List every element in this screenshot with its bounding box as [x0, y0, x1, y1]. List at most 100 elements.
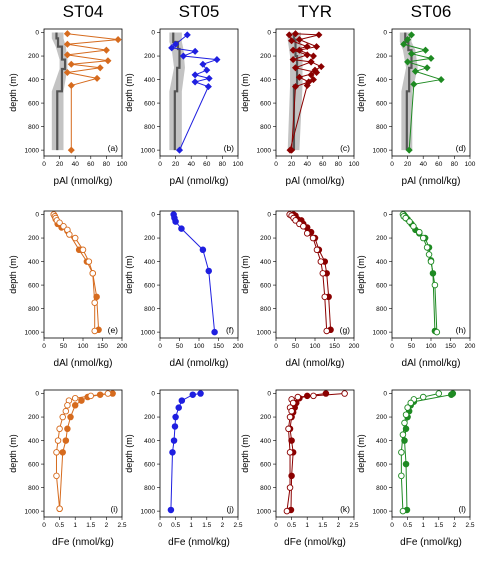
y-tick-label: 0 — [151, 30, 155, 37]
x-axis-label: dFe (nmol/kg) — [52, 537, 114, 548]
data-point — [399, 507, 407, 515]
y-tick-label: 600 — [376, 100, 387, 107]
y-tick-label: 200 — [144, 414, 155, 421]
data-point — [78, 397, 85, 404]
x-axis-label: pAl (nmol/kg) — [170, 176, 229, 187]
data-point — [169, 449, 176, 456]
y-tick-label: 600 — [260, 100, 271, 107]
y-tick-label: 800 — [260, 124, 271, 131]
data-point — [71, 234, 79, 242]
data-point — [91, 299, 98, 306]
data-point — [292, 217, 299, 224]
data-point — [307, 58, 315, 66]
x-tick-label: 80 — [219, 161, 227, 168]
y-tick-label: 200 — [28, 53, 39, 60]
y-tick-label: 400 — [144, 438, 155, 445]
x-tick-label: 40 — [420, 161, 428, 168]
y-tick-label: 800 — [28, 485, 39, 492]
x-tick-label: 40 — [188, 161, 196, 168]
data-point — [405, 146, 413, 154]
x-tick-label: 200 — [349, 343, 360, 350]
x-axis-label: dFe (nmol/kg) — [168, 537, 230, 548]
data-point — [300, 223, 307, 230]
y-tick-label: 200 — [144, 235, 155, 242]
y-tick-label: 800 — [144, 306, 155, 313]
y-axis-label: depth (m) — [240, 434, 250, 473]
data-point — [286, 484, 294, 491]
y-tick-label: 600 — [144, 282, 155, 289]
data-point — [294, 393, 302, 401]
x-tick-label: 100 — [233, 161, 244, 168]
x-tick-label: 0 — [158, 522, 162, 529]
y-tick-label: 200 — [260, 414, 271, 421]
data-point — [431, 281, 439, 289]
data-point — [199, 246, 207, 254]
y-tick-label: 0 — [35, 30, 39, 37]
x-tick-label: 0 — [274, 343, 278, 350]
y-tick-label: 400 — [28, 259, 39, 266]
data-point — [286, 413, 294, 421]
data-point — [63, 40, 71, 48]
data-point — [317, 258, 325, 265]
y-tick-label: 200 — [144, 53, 155, 60]
y-tick-label: 200 — [376, 53, 387, 60]
data-point — [407, 399, 414, 407]
data-point — [66, 231, 73, 238]
y-axis-label: depth (m) — [8, 73, 18, 112]
data-point — [419, 234, 427, 242]
data-point — [286, 146, 294, 154]
data-point — [419, 393, 427, 401]
x-tick-label: 20 — [404, 161, 412, 168]
data-point — [56, 505, 63, 513]
x-tick-label: 1 — [421, 522, 425, 529]
y-tick-label: 1000 — [257, 508, 272, 515]
plot-frame — [159, 28, 239, 157]
data-point — [178, 225, 185, 232]
plot-frame — [43, 210, 123, 339]
y-tick-label: 600 — [376, 282, 387, 289]
data-point — [204, 83, 212, 91]
y-tick-label: 600 — [28, 282, 39, 289]
x-tick-label: 0 — [390, 343, 394, 350]
x-tick-label: 100 — [426, 343, 437, 350]
y-axis-label: depth (m) — [356, 255, 366, 294]
data-point — [285, 31, 293, 39]
y-tick-label: 200 — [376, 414, 387, 421]
y-tick-label: 400 — [28, 438, 39, 445]
data-point — [404, 404, 411, 411]
data-point — [303, 230, 311, 237]
data-point — [402, 411, 410, 418]
y-axis-label: depth (m) — [240, 73, 250, 112]
data-point — [416, 228, 423, 236]
x-tick-label: 1 — [189, 522, 193, 529]
data-point — [289, 46, 297, 54]
y-tick-label: 0 — [35, 391, 39, 398]
data-point — [291, 30, 300, 38]
x-tick-label: 1 — [73, 522, 77, 529]
x-tick-label: 150 — [97, 343, 108, 350]
data-point — [197, 390, 204, 397]
y-tick-label: 600 — [144, 461, 155, 468]
x-tick-label: 60 — [87, 161, 95, 168]
y-tick-label: 0 — [151, 212, 155, 219]
data-point — [62, 407, 70, 415]
y-tick-label: 1000 — [257, 147, 272, 154]
data-point — [179, 52, 187, 60]
x-tick-label: 200 — [117, 343, 128, 350]
y-axis-label: depth (m) — [124, 434, 134, 473]
x-tick-label: 100 — [194, 343, 205, 350]
data-point — [67, 413, 74, 421]
x-tick-label: 2.5 — [349, 522, 358, 529]
column-title-tyr: TYR — [298, 2, 332, 21]
x-tick-label: 100 — [117, 161, 128, 168]
y-tick-label: 800 — [376, 124, 387, 131]
x-tick-label: 50 — [60, 343, 68, 350]
y-axis-label: depth (m) — [356, 73, 366, 112]
